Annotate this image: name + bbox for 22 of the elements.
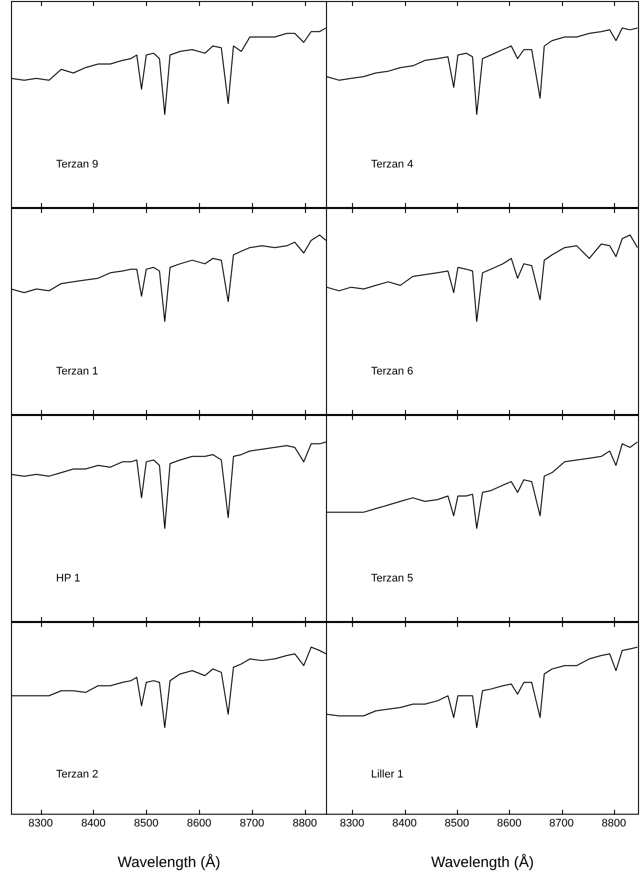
x-axis-title: Wavelength (Å) [431, 853, 534, 872]
annotation: Liller 1 [371, 768, 404, 780]
x-tick-label: 8600 [186, 817, 212, 830]
x-tick-label: 8700 [549, 817, 574, 830]
x-tick-label: 8500 [134, 817, 159, 830]
annotation: Terzan 6 [371, 366, 414, 378]
x-tick-label: 8700 [240, 817, 264, 830]
annotation: Terzan 5 [371, 572, 414, 585]
x-tick-label: 8500 [444, 817, 470, 830]
x-tick-label: 8400 [81, 817, 106, 830]
annotation: Terzan 4 [371, 158, 414, 171]
annotation: Terzan 1 [56, 366, 98, 378]
x-tick-label: 8300 [340, 817, 364, 830]
x-axis-title: Wavelength (Å) [118, 853, 220, 872]
annotation: HP 1 [56, 572, 80, 585]
annotation: Terzan 2 [56, 768, 98, 780]
x-tick-label: 8400 [392, 817, 417, 830]
x-tick-label: 8800 [602, 817, 626, 830]
x-tick-label: 8800 [292, 817, 318, 830]
x-tick-label: 8300 [28, 817, 53, 830]
x-tick-label: 8600 [496, 817, 522, 830]
annotation: Terzan 9 [56, 158, 98, 171]
